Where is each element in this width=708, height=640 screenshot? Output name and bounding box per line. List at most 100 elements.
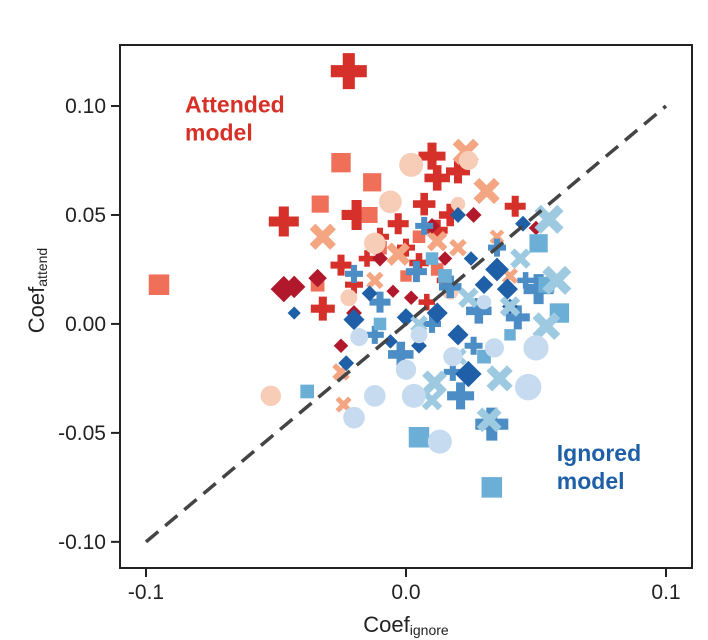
series-attended-diamond	[270, 207, 544, 353]
data-point-circle	[476, 294, 492, 310]
data-point-plus	[415, 216, 434, 235]
data-point-x	[476, 407, 502, 433]
data-point-plus	[447, 382, 475, 410]
data-point-circle	[443, 347, 463, 367]
data-point-plus	[464, 336, 483, 355]
identity-reference-line	[144, 104, 668, 544]
data-point-diamond	[411, 337, 427, 354]
data-point-diamond	[282, 275, 306, 299]
data-point-plus	[341, 199, 372, 230]
data-point-square	[504, 329, 516, 341]
data-point-x	[422, 370, 447, 396]
data-point-circle	[515, 373, 542, 401]
data-point-square	[300, 384, 315, 399]
x-stroke	[542, 265, 572, 295]
data-point-circle	[364, 385, 386, 407]
data-point-plus	[423, 314, 441, 333]
data-point-diamond	[308, 268, 327, 288]
data-point-square	[363, 173, 382, 192]
x-stroke	[486, 365, 513, 392]
x-stroke	[473, 177, 500, 205]
data-point-circle	[401, 383, 426, 408]
reference-line-layer	[144, 104, 668, 544]
data-point-diamond	[426, 302, 448, 324]
data-point-plus	[517, 272, 534, 289]
data-point-plus	[268, 206, 299, 237]
data-point-plus	[365, 325, 384, 344]
data-point-x	[335, 396, 352, 413]
data-point-circle	[395, 359, 417, 380]
x-stroke	[422, 370, 447, 396]
data-point-x	[489, 229, 505, 245]
x-stroke	[458, 287, 479, 308]
data-point-plus	[418, 142, 446, 170]
x-stroke	[386, 242, 410, 266]
data-point-square	[311, 195, 329, 213]
x-stroke	[309, 223, 336, 250]
data-point-x	[510, 248, 531, 269]
data-point-plus	[418, 293, 436, 311]
x-stroke	[449, 238, 467, 257]
y-tick-label: -0.05	[58, 422, 106, 445]
data-point-plus	[424, 165, 450, 191]
data-point-plus	[405, 261, 427, 283]
data-point-circle	[350, 328, 369, 347]
data-point-diamond	[372, 250, 388, 267]
data-point-x	[542, 265, 572, 295]
data-point-square	[331, 152, 351, 173]
x-stroke	[366, 271, 384, 290]
points-layer	[148, 53, 572, 498]
plot-frame	[119, 44, 693, 569]
x-tick-label: 0.1	[651, 581, 680, 604]
annotation-attended-model: Attended model	[185, 92, 285, 146]
data-point-x	[366, 271, 384, 290]
data-point-diamond	[338, 355, 355, 372]
x-tick-label: 0.0	[391, 581, 420, 604]
series-ignored-square	[300, 234, 570, 498]
data-point-plus	[387, 213, 409, 235]
data-point-x	[458, 287, 479, 308]
data-point-square	[148, 274, 170, 295]
data-point-circle	[260, 385, 281, 407]
data-point-diamond	[333, 338, 349, 353]
data-point-x	[449, 238, 467, 257]
data-point-square	[408, 426, 430, 448]
data-point-plus	[466, 298, 492, 324]
data-point-x	[499, 296, 521, 317]
data-point-plus	[443, 362, 462, 381]
series-ignored-circle	[343, 294, 549, 454]
data-point-plus	[388, 341, 414, 368]
data-point-plus	[358, 250, 376, 267]
data-point-circle	[340, 289, 358, 307]
data-point-diamond	[437, 251, 453, 266]
data-point-circle	[484, 338, 504, 358]
data-point-square	[438, 269, 452, 283]
x-stroke	[426, 230, 448, 252]
data-point-diamond	[463, 251, 479, 266]
data-point-diamond	[383, 334, 398, 349]
data-point-plus	[412, 192, 436, 216]
data-point-square	[529, 234, 548, 253]
data-point-x	[309, 223, 336, 250]
labels-layer: -0.1 0.0 0.1 0.10 0.05 0.00 -0.05 -0.10 Coefigno…	[24, 92, 681, 638]
data-point-plus	[330, 254, 352, 276]
data-point-square	[361, 206, 378, 223]
data-point-square	[481, 477, 503, 498]
data-point-square	[425, 252, 439, 265]
data-point-diamond	[386, 284, 400, 298]
data-point-plus	[504, 195, 526, 217]
data-point-circle	[379, 190, 402, 214]
x-stroke	[510, 248, 531, 269]
data-point-diamond	[455, 360, 482, 388]
data-point-x	[426, 230, 448, 252]
annotation-ignored-model: Ignored model	[557, 440, 641, 494]
x-stroke	[532, 312, 561, 340]
x-stroke	[489, 229, 505, 245]
data-point-x	[532, 312, 561, 340]
data-point-diamond	[343, 309, 365, 331]
x-stroke	[476, 407, 502, 433]
data-point-diamond	[403, 290, 419, 306]
data-point-square	[400, 270, 412, 282]
data-point-plus	[438, 275, 462, 299]
data-point-x	[421, 389, 443, 411]
